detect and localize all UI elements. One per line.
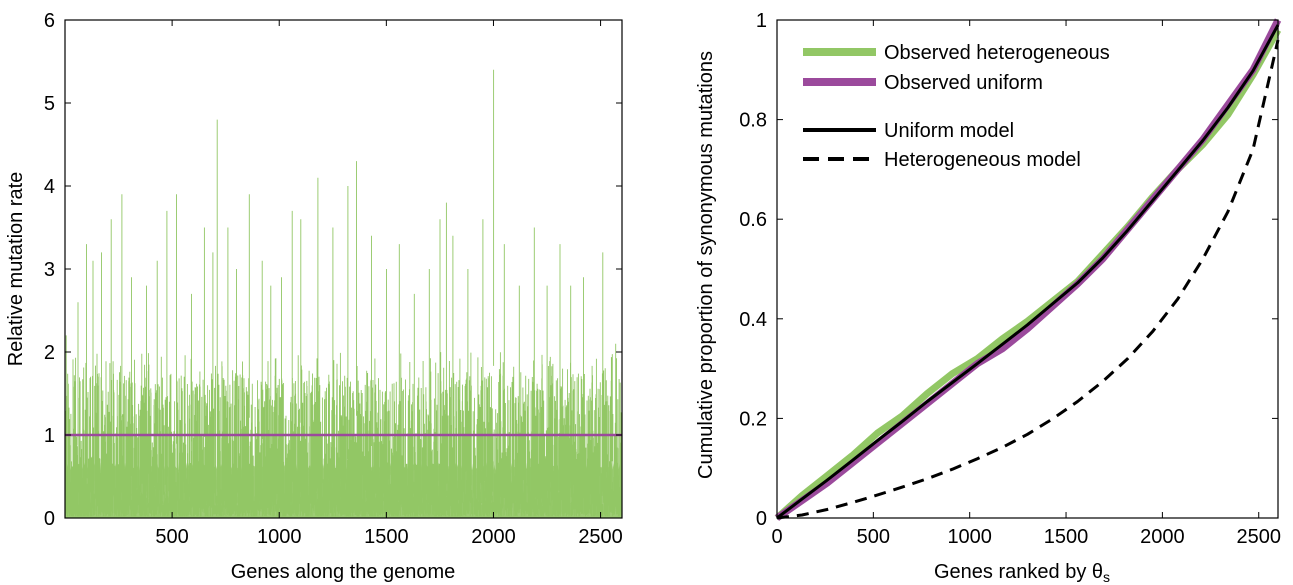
cumulative-proportion-ticks: 0 500 1000 1500 2000 2500 0 0.2 0.4 0.6 0.8 1 bbox=[739, 10, 1281, 548]
right-x-tick-label: 1000 bbox=[947, 526, 992, 548]
observed-heterogeneous-line bbox=[64, 69, 623, 517]
right-x-tick-label: 500 bbox=[857, 526, 890, 548]
heterogeneous-model-curve bbox=[776, 39, 1280, 520]
right-x-tick-label: 2500 bbox=[1236, 526, 1281, 548]
cumulative-proportion-plot-area bbox=[774, 18, 1282, 521]
right-y-tick-label: 0.4 bbox=[739, 309, 767, 331]
cumulative-proportion-panel: 0 500 1000 1500 2000 2500 0 0.2 0.4 0.6 0.8 1 Obser… bbox=[695, 10, 1282, 585]
right-y-tick-label: 1 bbox=[756, 10, 767, 32]
left-x-tick-label: 500 bbox=[155, 526, 188, 548]
legend: Observed heterogeneous Observed uniform … bbox=[803, 42, 1110, 171]
right-axes-box bbox=[776, 19, 1279, 519]
left-y-tick-label: 0 bbox=[44, 508, 55, 530]
right-x-tick-label: 2000 bbox=[1140, 526, 1185, 548]
left-y-tick-label: 3 bbox=[44, 259, 55, 281]
x-axis-label-prefix: Genes ranked by bbox=[934, 561, 1092, 583]
mutation-rate-y-axis-label: Relative mutation rate bbox=[5, 172, 27, 367]
mutation-rate-x-axis-label: Genes along the genome bbox=[231, 561, 456, 583]
left-y-tick-label: 5 bbox=[44, 93, 55, 115]
left-axes-box bbox=[64, 19, 623, 519]
theta-subscript: s bbox=[1103, 569, 1110, 585]
right-y-tick-label: 0.2 bbox=[739, 408, 767, 430]
mutation-rate-plot-area bbox=[64, 69, 623, 518]
mutation-rate-ticks: 500 1000 1500 2000 2500 0 1 2 3 4 5 6 bbox=[44, 10, 623, 548]
cumulative-proportion-x-axis-label: Genes ranked by θs bbox=[934, 561, 1110, 585]
legend-label-heterogeneous-model: Heterogeneous model bbox=[884, 149, 1081, 171]
observed-uniform-curve bbox=[775, 18, 1282, 521]
observed-heterogeneous-curve bbox=[774, 28, 1282, 521]
left-x-tick-label: 2000 bbox=[471, 526, 516, 548]
uniform-model-curve bbox=[776, 24, 1280, 520]
left-x-tick-label: 1000 bbox=[257, 526, 302, 548]
mutation-rate-panel: 500 1000 1500 2000 2500 0 1 2 3 4 5 6 Genes along t… bbox=[5, 10, 623, 583]
left-y-tick-label: 6 bbox=[44, 10, 55, 32]
cumulative-proportion-y-axis-label: Cumulative proportion of synonymous muta… bbox=[695, 51, 717, 479]
left-y-tick-label: 2 bbox=[44, 342, 55, 364]
right-y-tick-label: 0 bbox=[756, 508, 767, 530]
legend-label-observed-heterogeneous: Observed heterogeneous bbox=[884, 42, 1110, 64]
right-x-tick-label: 0 bbox=[771, 526, 782, 548]
legend-label-uniform-model: Uniform model bbox=[884, 120, 1014, 142]
left-y-tick-label: 4 bbox=[44, 176, 55, 198]
right-x-tick-label: 1500 bbox=[1044, 526, 1089, 548]
legend-label-observed-uniform: Observed uniform bbox=[884, 72, 1043, 94]
left-x-tick-label: 1500 bbox=[364, 526, 409, 548]
right-y-tick-label: 0.8 bbox=[739, 110, 767, 132]
right-y-tick-label: 0.6 bbox=[739, 209, 767, 231]
left-x-tick-label: 2500 bbox=[578, 526, 623, 548]
theta-symbol: θ bbox=[1092, 561, 1103, 583]
left-y-tick-label: 1 bbox=[44, 425, 55, 447]
